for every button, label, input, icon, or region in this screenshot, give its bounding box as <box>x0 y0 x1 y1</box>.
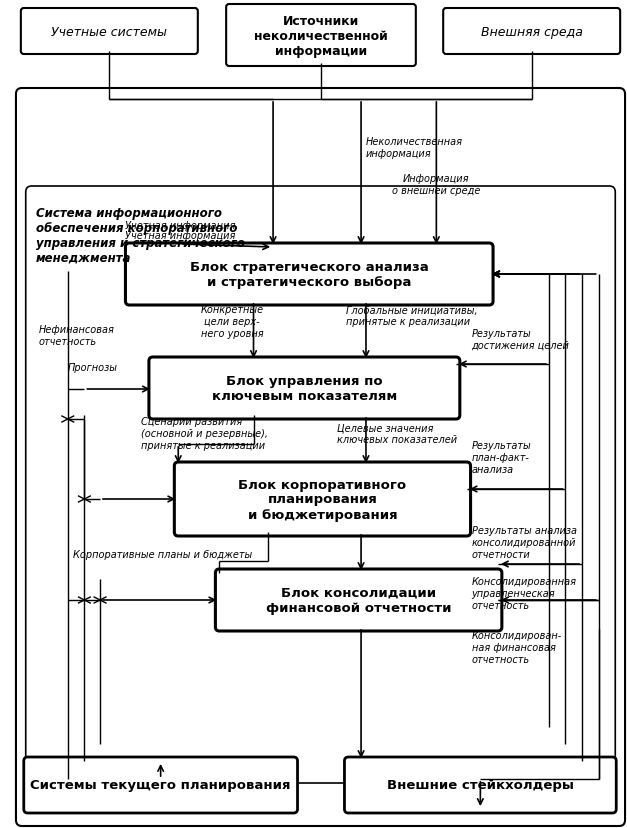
Text: Результаты
план-факт-
анализа: Результаты план-факт- анализа <box>472 440 531 474</box>
Text: Сценарии развития
(основной и резервные),
принятые к реализации: Сценарии развития (основной и резервные)… <box>141 416 268 450</box>
Text: Блок консолидации
финансовой отчетности: Блок консолидации финансовой отчетности <box>266 586 451 614</box>
Text: Информация
о внешней среде: Информация о внешней среде <box>392 174 480 195</box>
FancyBboxPatch shape <box>226 5 416 67</box>
FancyBboxPatch shape <box>344 757 616 813</box>
Text: Блок стратегического анализа
и стратегического выбора: Блок стратегического анализа и стратегич… <box>190 261 429 289</box>
Text: Блок управления по
ключевым показателям: Блок управления по ключевым показателям <box>212 374 397 402</box>
Text: Системы текущего планирования: Системы текущего планирования <box>30 778 291 792</box>
FancyBboxPatch shape <box>149 358 460 420</box>
Text: Прогнозы: Прогнозы <box>68 363 118 373</box>
FancyBboxPatch shape <box>125 243 493 306</box>
Text: Источники
неколичественной
информации: Источники неколичественной информации <box>254 14 388 57</box>
Text: Консолидирован-
ная финансовая
отчетность: Консолидирован- ная финансовая отчетност… <box>472 631 562 664</box>
Text: Неколичественная
информация: Неколичественная информация <box>366 137 463 159</box>
Text: Внешняя среда: Внешняя среда <box>481 26 582 38</box>
Text: Система информационного
обеспечения корпоративного
управления и стратегического
: Система информационного обеспечения корп… <box>36 207 245 265</box>
Text: Учетные системы: Учетные системы <box>51 26 167 38</box>
FancyBboxPatch shape <box>24 757 298 813</box>
Text: Результаты анализа
консолидированной
отчетности: Результаты анализа консолидированной отч… <box>472 526 577 559</box>
Text: Учетная информация: Учетная информация <box>125 231 235 241</box>
Text: Корпоративные планы и бюджеты: Корпоративные планы и бюджеты <box>73 549 252 560</box>
FancyBboxPatch shape <box>174 463 471 537</box>
Text: Внешние стейкхолдеры: Внешние стейкхолдеры <box>387 778 574 792</box>
Text: Блок корпоративного
планирования
и бюджетирования: Блок корпоративного планирования и бюдже… <box>238 478 406 521</box>
FancyBboxPatch shape <box>21 9 198 55</box>
FancyBboxPatch shape <box>216 570 502 631</box>
Text: Учетная информация: Учетная информация <box>125 221 235 231</box>
Text: Конкретные
цели верх-
него уровня: Конкретные цели верх- него уровня <box>201 305 263 338</box>
FancyBboxPatch shape <box>443 9 620 55</box>
Text: Целевые значения
ключевых показателей: Целевые значения ключевых показателей <box>337 422 456 445</box>
Text: Глобальные инициативы,
принятые к реализации: Глобальные инициативы, принятые к реализ… <box>346 305 478 326</box>
Text: Нефинансовая
отчетность: Нефинансовая отчетность <box>38 325 114 346</box>
Text: Результаты
достижения целей: Результаты достижения целей <box>472 329 569 350</box>
Text: Консолидированная
управленческая
отчетность: Консолидированная управленческая отчетно… <box>472 577 577 610</box>
